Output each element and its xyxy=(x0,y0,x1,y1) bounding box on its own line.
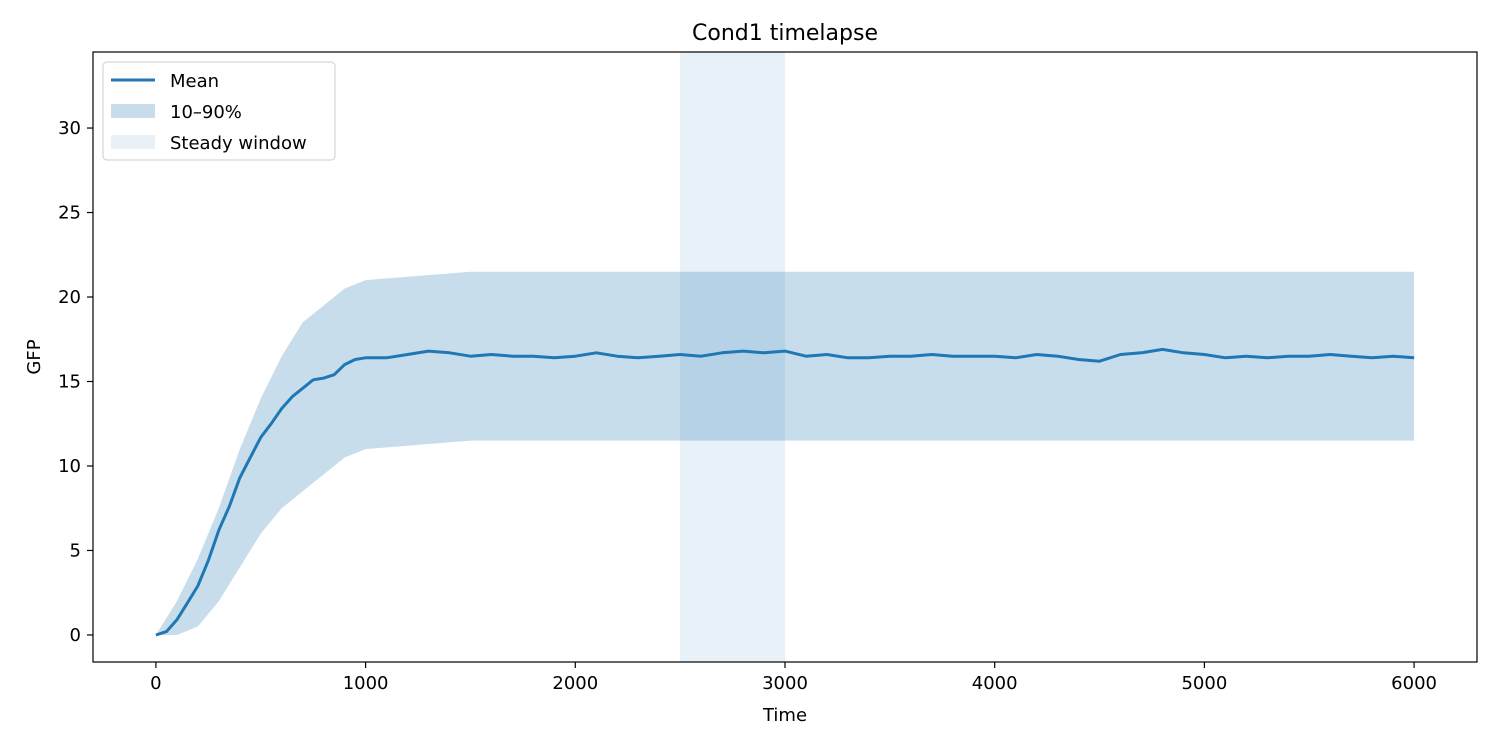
axes: 0 1000 2000 3000 4000 5000 6000 0 5 10 15 20 25 30 xyxy=(58,118,1437,694)
x-axis-label: Time xyxy=(762,705,807,726)
y-tick-label: 20 xyxy=(58,287,81,308)
y-tick-label: 5 xyxy=(70,540,81,561)
y-tick-label: 15 xyxy=(58,372,81,393)
chart-title: Cond1 timelapse xyxy=(692,21,878,46)
legend-box xyxy=(102,61,336,161)
legend-label-mean: Mean xyxy=(170,71,219,92)
x-tick-label: 5000 xyxy=(1181,673,1227,694)
x-tick-label: 2000 xyxy=(552,673,598,694)
mean-line xyxy=(155,347,1415,637)
x-tick-label: 0 xyxy=(150,673,161,694)
x-tick-label: 1000 xyxy=(343,673,389,694)
x-tick-label: 3000 xyxy=(762,673,808,694)
x-tick-label: 6000 xyxy=(1391,673,1437,694)
legend-swatch-window xyxy=(111,135,155,149)
plot-area xyxy=(155,52,1415,662)
x-tick-label: 4000 xyxy=(972,673,1018,694)
legend-label-band: 10–90% xyxy=(170,102,242,123)
y-tick-label: 10 xyxy=(58,456,81,477)
y-tick-label: 0 xyxy=(70,625,81,646)
legend-label-window: Steady window xyxy=(170,133,307,154)
legend-swatch-band xyxy=(111,104,155,118)
legend: Mean 10–90% Steady window xyxy=(102,61,336,161)
y-tick-label: 25 xyxy=(58,203,81,224)
y-axis-label: GFP xyxy=(24,339,45,374)
y-tick-label: 30 xyxy=(58,118,81,139)
